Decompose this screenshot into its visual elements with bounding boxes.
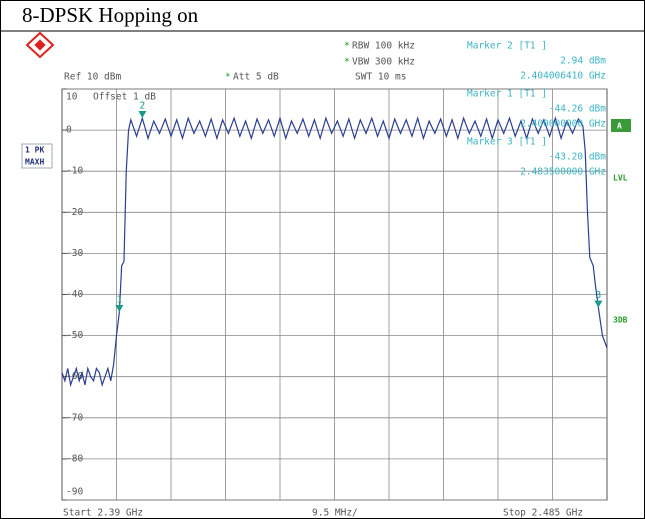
marker-value: 2.94 dBm — [560, 56, 606, 67]
trace-label: MAXH — [25, 158, 44, 167]
trace-label: 1 PK — [25, 146, 44, 155]
y-tick-label: 0 — [66, 125, 72, 136]
marker-name: Marker 3 [T1 ] — [467, 137, 547, 148]
marker-number: 1 — [117, 295, 123, 306]
marker-name: Marker 2 [T1 ] — [467, 41, 547, 52]
marker-number: 2 — [139, 101, 145, 112]
stop-freq: Stop 2.485 GHz — [503, 508, 583, 519]
trace-box — [21, 143, 53, 169]
marker-value: -43.20 dBm — [549, 152, 606, 163]
side-label: A — [617, 122, 622, 131]
y-tick-label: -10 — [66, 166, 83, 177]
marker-frequency: 2.483500000 GHz — [520, 167, 606, 178]
chart-title: 8-DPSK Hopping on — [22, 3, 199, 27]
y-tick-label: -80 — [66, 453, 83, 464]
attenuation: Att 5 dB — [233, 72, 279, 83]
side-label: LVL — [613, 174, 628, 183]
marker-triangle — [115, 305, 124, 313]
marker-number: 3 — [596, 290, 602, 301]
marker-name: Marker 1 [T1 ] — [467, 89, 547, 100]
start-freq: Start 2.39 GHz — [63, 508, 143, 519]
span-per-div: 9.5 MHz/ — [312, 508, 358, 519]
asterisk: * — [344, 57, 350, 68]
y-tick-label: -30 — [66, 248, 83, 259]
marker-frequency: 2.400000000 GHz — [520, 119, 606, 130]
y-tick-label: -20 — [66, 207, 83, 218]
side-label: 3DB — [613, 316, 628, 325]
marker-frequency: 2.404006410 GHz — [520, 71, 606, 82]
y-tick-label: -90 — [66, 487, 83, 498]
asterisk: * — [225, 72, 231, 83]
y-tick-label: -40 — [66, 289, 83, 300]
rs-logo — [25, 31, 55, 59]
vbw: VBW 300 kHz — [352, 57, 415, 68]
sweep-time: SWT 10 ms — [355, 72, 406, 83]
y-tick-label: -50 — [66, 330, 83, 341]
side-box — [611, 119, 631, 132]
asterisk: * — [344, 41, 350, 52]
y-tick-label: 10 — [66, 92, 78, 103]
trace — [61, 116, 608, 388]
y-tick-label: -70 — [66, 412, 83, 423]
marker-value: -44.26 dBm — [549, 104, 606, 115]
rbw: RBW 100 kHz — [352, 41, 415, 52]
marker-triangle — [594, 300, 603, 308]
marker-triangle — [138, 111, 147, 119]
ref-level: Ref 10 dBm — [64, 72, 121, 83]
y-tick-label: -60 — [66, 371, 83, 382]
offset: Offset 1 dB — [93, 92, 156, 103]
